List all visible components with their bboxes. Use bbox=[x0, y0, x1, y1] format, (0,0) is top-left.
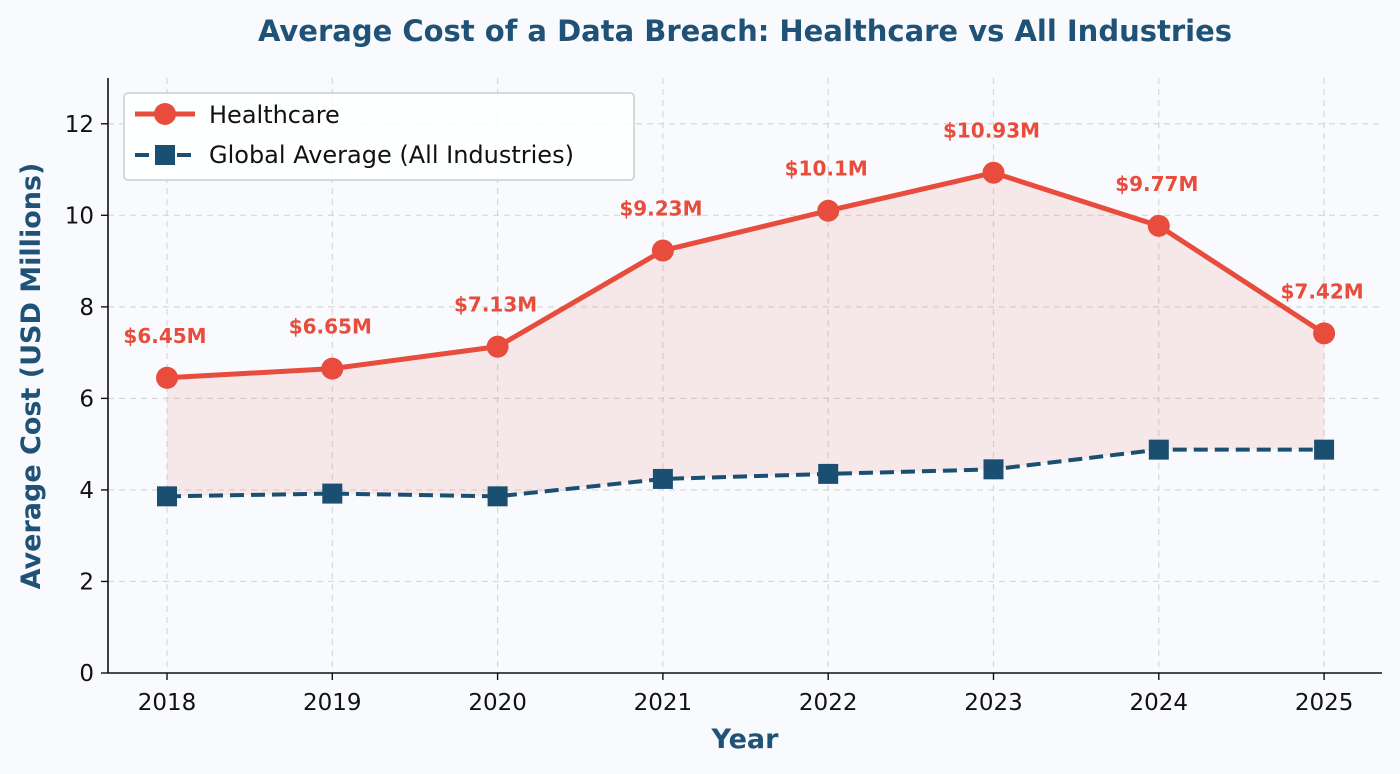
x-tick-label: 2019 bbox=[303, 690, 362, 716]
y-tick-label: 4 bbox=[79, 478, 94, 504]
y-axis-label: Average Cost (USD Millions) bbox=[16, 163, 47, 590]
data-point-global-average bbox=[1314, 439, 1335, 460]
y-tick-label: 10 bbox=[65, 203, 94, 229]
data-label-healthcare: $7.42M bbox=[1281, 279, 1364, 303]
data-point-healthcare bbox=[156, 366, 178, 389]
data-label-healthcare: $10.1M bbox=[785, 157, 868, 181]
data-label-healthcare: $7.13M bbox=[454, 293, 537, 317]
data-point-global-average bbox=[1148, 439, 1169, 460]
fill-area bbox=[167, 172, 1325, 497]
legend-box bbox=[123, 92, 635, 181]
y-tick-label: 2 bbox=[79, 569, 94, 595]
legend-marker-healthcare bbox=[154, 103, 176, 125]
series-group bbox=[156, 161, 1336, 507]
data-point-global-average bbox=[652, 468, 673, 489]
x-tick-label: 2018 bbox=[138, 690, 197, 716]
data-point-healthcare bbox=[321, 357, 344, 380]
data-label-healthcare: $6.65M bbox=[289, 315, 372, 339]
data-point-global-average bbox=[157, 486, 177, 507]
x-axis-label: Year bbox=[711, 724, 780, 755]
series-line-global-average bbox=[166, 447, 1325, 499]
x-tick-label: 2025 bbox=[1295, 690, 1354, 716]
y-tick-label: 12 bbox=[65, 112, 94, 138]
series-line-healthcare bbox=[166, 170, 1326, 381]
data-point-global-average bbox=[818, 463, 839, 484]
legend-marker-global-average bbox=[155, 145, 175, 165]
data-point-healthcare bbox=[1147, 214, 1170, 237]
y-tick-label: 6 bbox=[79, 386, 94, 412]
legend-label-healthcare: Healthcare bbox=[209, 101, 340, 129]
chart-title: Average Cost of a Data Breach: Healthcar… bbox=[258, 14, 1232, 48]
data-point-healthcare bbox=[817, 199, 840, 222]
data-point-global-average bbox=[322, 483, 343, 504]
y-tick-label: 8 bbox=[79, 295, 94, 321]
y-tick-label: 0 bbox=[79, 661, 94, 687]
data-point-healthcare bbox=[486, 335, 509, 358]
x-tick-label: 2024 bbox=[1130, 690, 1189, 716]
data-point-healthcare bbox=[1313, 322, 1336, 345]
fill-between-area bbox=[167, 172, 1325, 497]
x-tick-label: 2022 bbox=[799, 690, 858, 716]
data-point-global-average bbox=[983, 459, 1004, 480]
data-point-healthcare bbox=[651, 239, 674, 262]
data-label-healthcare: $6.45M bbox=[123, 324, 206, 348]
legend-label-global-average: Global Average (All Industries) bbox=[209, 141, 574, 169]
data-label-healthcare: $9.77M bbox=[1115, 172, 1198, 196]
data-point-global-average bbox=[487, 486, 508, 507]
data-label-healthcare: $10.93M bbox=[943, 119, 1040, 143]
data-labels: $6.45M $6.65M $7.13M $9.23M $10.1M $10.93M $9.… bbox=[123, 119, 1363, 348]
axes: 0 2 4 6 8 10 12 2018 2019 2020 2021 2022 2023 2024 202… bbox=[65, 78, 1382, 716]
x-tick-label: 2021 bbox=[634, 690, 693, 716]
data-point-healthcare bbox=[982, 161, 1005, 184]
data-label-healthcare: $9.23M bbox=[619, 197, 702, 221]
legend: Healthcare Global Average (All Industries… bbox=[123, 92, 635, 181]
x-tick-label: 2023 bbox=[964, 690, 1023, 716]
x-tick-label: 2020 bbox=[468, 690, 527, 716]
